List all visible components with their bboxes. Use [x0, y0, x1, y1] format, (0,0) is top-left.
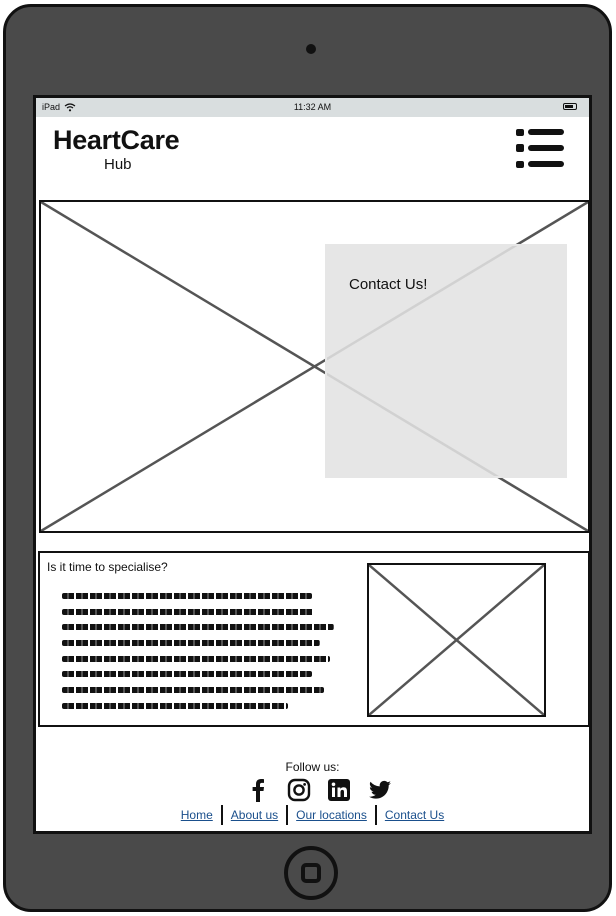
- placeholder-body-text: [62, 593, 340, 719]
- site-footer: Follow us: Home About us: [36, 757, 589, 831]
- follow-label: Follow us:: [285, 760, 340, 774]
- nav-divider: [374, 805, 377, 825]
- scribble-line: [62, 655, 330, 662]
- facebook-icon[interactable]: [246, 778, 270, 802]
- instagram-icon[interactable]: [287, 778, 311, 802]
- social-links: [246, 778, 392, 804]
- status-left: iPad: [42, 102, 76, 112]
- home-button[interactable]: [284, 846, 338, 900]
- logo-subtitle: Hub: [104, 156, 132, 173]
- placeholder-cross: [369, 565, 544, 715]
- wifi-icon: [64, 102, 76, 111]
- status-time: 11:32 AM: [293, 102, 332, 112]
- home-button-icon: [301, 863, 321, 883]
- twitter-icon[interactable]: [368, 778, 392, 802]
- footer-link-home[interactable]: Home: [180, 808, 213, 822]
- footer-link-contact[interactable]: Contact Us: [384, 808, 445, 822]
- site-header: HeartCare Hub: [36, 117, 589, 201]
- scribble-line: [62, 593, 312, 599]
- contact-box[interactable]: Contact Us!: [325, 244, 567, 478]
- hero-banner: Contact Us!: [39, 200, 589, 533]
- device-label: iPad: [42, 102, 61, 112]
- specialise-heading: Is it time to specialise?: [47, 560, 168, 574]
- linkedin-icon[interactable]: [327, 778, 351, 802]
- hamburger-list-icon[interactable]: [516, 127, 566, 171]
- footer-link-locations[interactable]: Our locations: [296, 808, 367, 822]
- nav-divider: [286, 805, 289, 825]
- tablet-screen: iPad 11:32 AM HeartCare Hub: [33, 95, 592, 834]
- camera-dot: [306, 44, 316, 54]
- footer-link-about[interactable]: About us: [230, 808, 279, 822]
- scribble-line: [62, 702, 288, 709]
- nav-divider: [220, 805, 223, 825]
- contact-label[interactable]: Contact Us!: [349, 276, 428, 293]
- scribble-line: [62, 687, 324, 694]
- tablet-frame: iPad 11:32 AM HeartCare Hub: [3, 4, 612, 912]
- specialise-image-placeholder: [367, 563, 546, 717]
- scribble-line: [62, 671, 312, 678]
- scribble-line: [62, 624, 334, 631]
- specialise-section: Is it time to specialise?: [38, 551, 589, 727]
- scribble-line: [62, 640, 320, 647]
- battery-icon: [563, 103, 577, 110]
- footer-nav: Home About us Our locations Contact Us: [36, 805, 589, 825]
- logo-title[interactable]: HeartCare: [53, 125, 180, 155]
- status-bar: iPad 11:32 AM: [36, 98, 589, 117]
- scribble-line: [62, 608, 314, 615]
